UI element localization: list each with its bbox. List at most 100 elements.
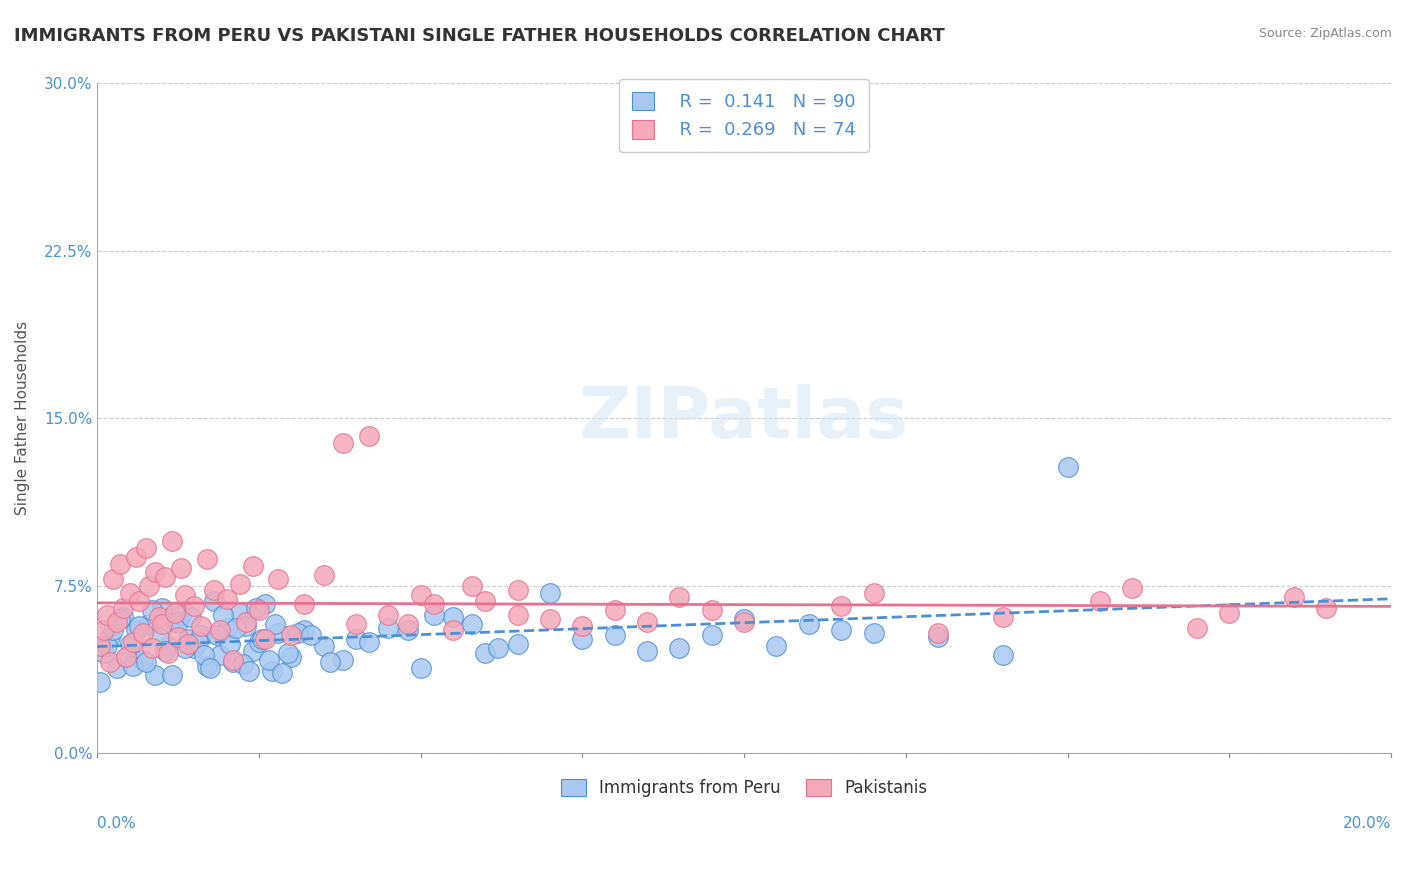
Point <box>128 594 150 608</box>
Point <box>292 597 315 611</box>
Point <box>299 628 322 642</box>
Point <box>267 572 290 586</box>
Point <box>222 655 245 669</box>
Point <box>232 657 254 671</box>
Point <box>668 590 690 604</box>
Point <box>603 603 626 617</box>
Point <box>1088 594 1111 608</box>
Point <box>332 436 354 450</box>
Point <box>105 615 128 629</box>
Point <box>135 541 157 555</box>
Point <box>292 624 315 638</box>
Point <box>141 603 163 617</box>
Point <box>242 643 264 657</box>
Point <box>603 628 626 642</box>
Point <box>148 610 170 624</box>
Point <box>157 639 180 653</box>
Point <box>96 607 118 622</box>
Point <box>668 641 690 656</box>
Point <box>167 615 190 629</box>
Point <box>280 650 302 665</box>
Point <box>242 558 264 573</box>
Point <box>138 579 160 593</box>
Text: 0.0%: 0.0% <box>97 816 136 830</box>
Point <box>254 597 277 611</box>
Point <box>377 607 399 622</box>
Point <box>148 630 170 644</box>
Point <box>277 646 299 660</box>
Y-axis label: Single Father Households: Single Father Households <box>15 321 30 516</box>
Point <box>1185 621 1208 635</box>
Point <box>93 646 115 660</box>
Point <box>103 624 125 638</box>
Point <box>267 625 290 640</box>
Point <box>98 655 121 669</box>
Point <box>733 612 755 626</box>
Point <box>160 668 183 682</box>
Point <box>797 616 820 631</box>
Point <box>138 616 160 631</box>
Point <box>927 630 949 644</box>
Point <box>170 607 193 622</box>
Point <box>636 615 658 629</box>
Point <box>183 641 205 656</box>
Point <box>160 534 183 549</box>
Point <box>145 566 167 580</box>
Point <box>228 606 250 620</box>
Point <box>830 624 852 638</box>
Legend: Immigrants from Peru, Pakistanis: Immigrants from Peru, Pakistanis <box>553 771 935 805</box>
Point <box>112 601 135 615</box>
Point <box>441 624 464 638</box>
Point <box>1218 606 1240 620</box>
Point <box>409 588 432 602</box>
Point <box>205 628 228 642</box>
Point <box>257 652 280 666</box>
Point <box>377 621 399 635</box>
Point <box>195 659 218 673</box>
Point <box>163 606 186 620</box>
Point <box>163 615 186 629</box>
Point <box>131 625 153 640</box>
Point <box>538 585 561 599</box>
Point <box>474 594 496 608</box>
Point <box>287 625 309 640</box>
Point <box>128 619 150 633</box>
Point <box>108 557 131 571</box>
Point <box>150 616 173 631</box>
Text: 20.0%: 20.0% <box>1343 816 1391 830</box>
Point <box>700 603 723 617</box>
Point <box>247 634 270 648</box>
Point <box>733 615 755 629</box>
Point <box>247 603 270 617</box>
Point <box>121 659 143 673</box>
Point <box>153 643 176 657</box>
Point <box>202 583 225 598</box>
Point <box>222 652 245 666</box>
Point <box>357 429 380 443</box>
Point <box>409 661 432 675</box>
Point <box>190 619 212 633</box>
Point <box>228 576 250 591</box>
Point <box>103 572 125 586</box>
Point <box>319 655 342 669</box>
Point <box>506 583 529 598</box>
Point <box>225 621 247 635</box>
Point <box>571 619 593 633</box>
Point <box>105 661 128 675</box>
Point <box>474 646 496 660</box>
Point <box>98 630 121 644</box>
Point <box>209 648 232 662</box>
Point <box>260 664 283 678</box>
Point <box>150 601 173 615</box>
Point <box>506 607 529 622</box>
Point <box>153 570 176 584</box>
Point <box>235 615 257 629</box>
Point <box>131 652 153 666</box>
Point <box>195 552 218 566</box>
Point <box>1056 460 1078 475</box>
Point <box>177 637 200 651</box>
Point <box>89 674 111 689</box>
Point <box>571 632 593 647</box>
Point <box>125 549 148 564</box>
Point <box>118 585 141 599</box>
